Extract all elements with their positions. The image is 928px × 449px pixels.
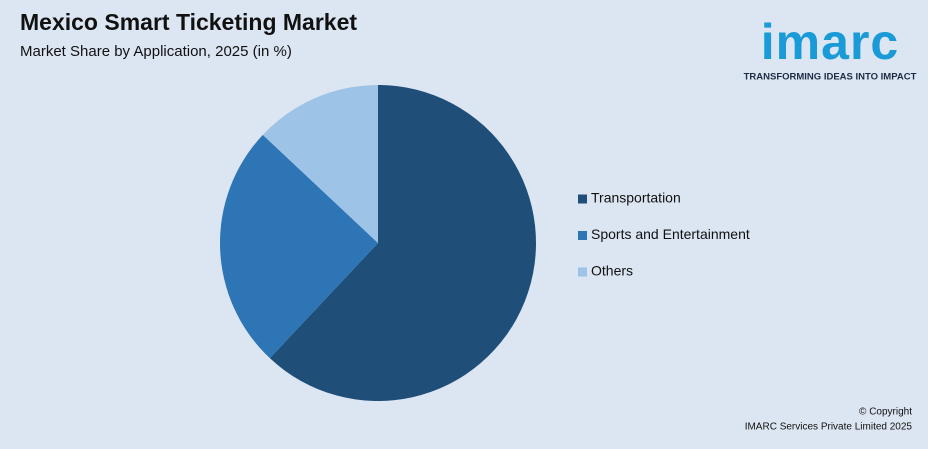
pie-slice <box>269 85 537 401</box>
legend-swatch <box>578 194 587 204</box>
pie-slice <box>262 85 378 243</box>
legend-label: Sports and Entertainment <box>591 226 750 242</box>
copyright: © Copyright <box>859 407 912 418</box>
legend-label: Others <box>591 263 633 279</box>
pie-slice <box>220 134 378 359</box>
company: IMARC Services Private Limited 2025 <box>745 422 913 433</box>
legend-label: Transportation <box>591 190 681 206</box>
logo-name: imarc <box>761 14 899 70</box>
chart-subtitle: Market Share by Application, 2025 (in %) <box>20 43 292 60</box>
legend-swatch <box>578 231 587 240</box>
legend-swatch <box>578 267 587 277</box>
chart-title: Mexico Smart Ticketing Market <box>20 9 357 35</box>
logo-tagline: TRANSFORMING IDEAS INTO IMPACT <box>744 72 917 83</box>
